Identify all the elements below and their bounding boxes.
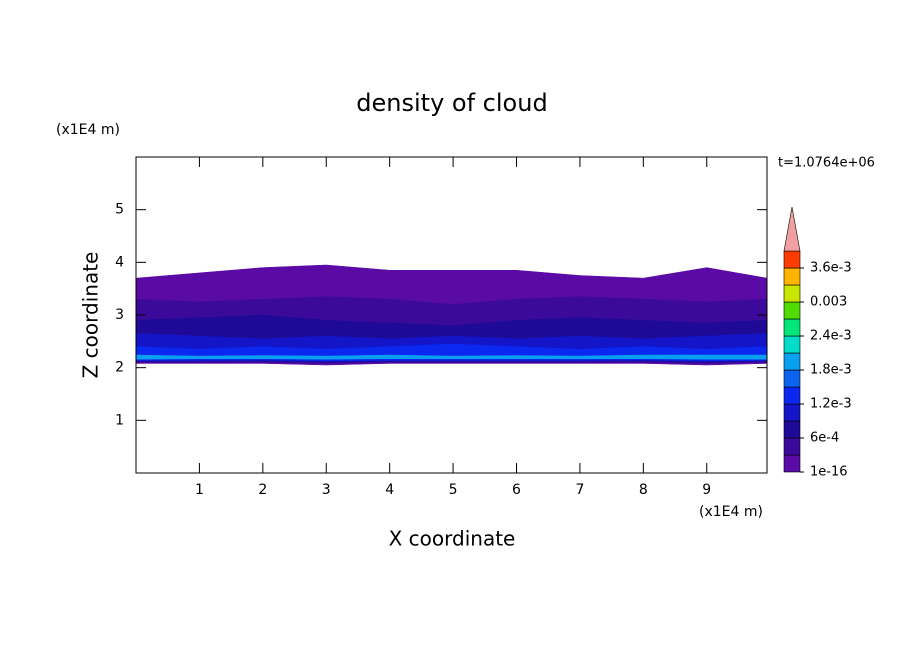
x-tick-label: 9 <box>702 482 711 498</box>
y-axis-label: Z coordinate <box>79 252 103 379</box>
y-tick-label: 2 <box>115 360 124 376</box>
colorbar-label: 1.2e-3 <box>810 397 852 412</box>
colorbar-box <box>783 403 801 422</box>
colorbar-box <box>783 369 801 388</box>
x-tick-label: 8 <box>639 482 648 498</box>
colorbar-box <box>783 318 801 337</box>
colorbar-box <box>783 386 801 405</box>
x-tick-label: 4 <box>385 482 394 498</box>
x-tick-label: 5 <box>449 482 458 498</box>
x-axis-label: X coordinate <box>389 527 516 551</box>
y-unit: (x1E4 m) <box>56 122 120 138</box>
x-unit: (x1E4 m) <box>699 504 763 520</box>
colorbar-box <box>783 301 801 320</box>
colorbar-label: 6e-4 <box>810 431 839 446</box>
y-tick-label: 4 <box>115 254 124 270</box>
colorbar-label: 3.6e-3 <box>810 261 852 276</box>
x-tick-label: 6 <box>512 482 521 498</box>
colorbar-box <box>783 352 801 371</box>
y-tick-label: 1 <box>115 412 124 428</box>
x-tick-label: 7 <box>575 482 584 498</box>
colorbar-box <box>783 267 801 286</box>
colorbar-label: 1.8e-3 <box>810 363 852 378</box>
colorbar-box <box>783 454 801 473</box>
colorbar-box <box>783 420 801 439</box>
x-tick-label: 2 <box>258 482 267 498</box>
colorbar-extend <box>783 206 801 252</box>
colorbar-box <box>783 335 801 354</box>
colorbar-label: 1e-16 <box>810 465 848 480</box>
colorbar-box <box>783 437 801 456</box>
x-tick-label: 1 <box>195 482 204 498</box>
colorbar-label: 0.003 <box>810 295 847 310</box>
chart-title: density of cloud <box>356 89 547 117</box>
y-tick-label: 3 <box>115 307 124 323</box>
colorbar-box <box>783 250 801 269</box>
y-tick-label: 5 <box>115 202 124 218</box>
time-annotation: t=1.0764e+06 <box>778 156 875 171</box>
x-tick-label: 3 <box>322 482 331 498</box>
colorbar-label: 2.4e-3 <box>810 329 852 344</box>
colorbar-box <box>783 284 801 303</box>
